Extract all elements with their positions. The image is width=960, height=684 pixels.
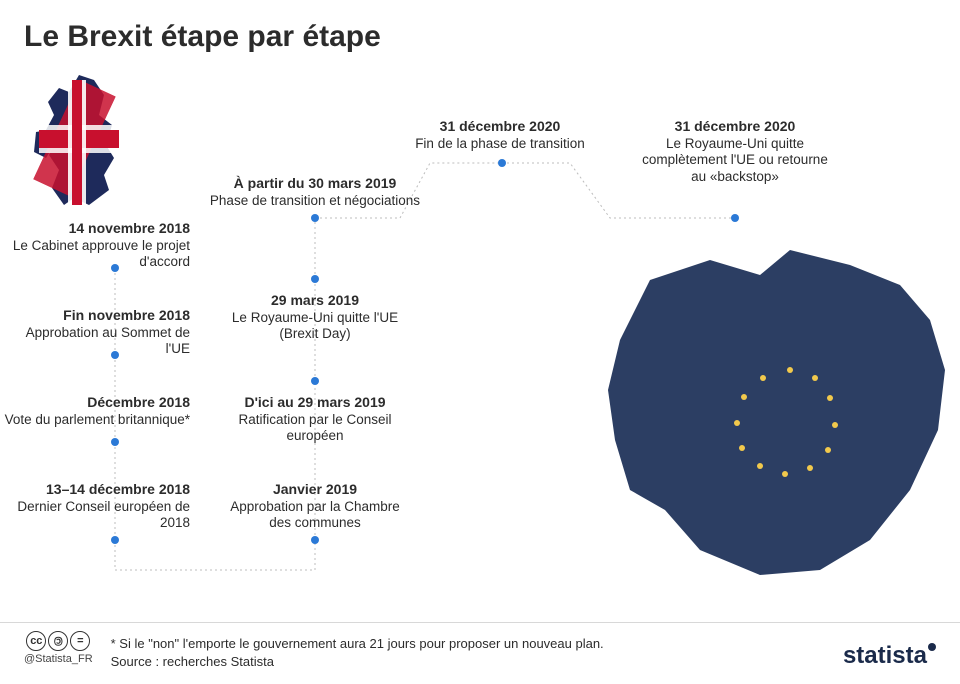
milestone-10: 31 décembre 2020 Le Royaume-Uni quitte c… — [640, 118, 830, 186]
milestone-desc: Le Royaume-Uni quitte complètement l'UE … — [640, 136, 830, 187]
milestone-desc: Fin de la phase de transition — [405, 136, 595, 153]
milestone-date: D'ici au 29 mars 2019 — [220, 394, 410, 412]
milestone-2: Fin novembre 2018 Approbation au Sommet … — [0, 307, 190, 358]
milestone-5: Janvier 2019 Approbation par la Chambre … — [220, 481, 410, 532]
cc-nd-icon: = — [70, 631, 90, 651]
milestone-date: 14 novembre 2018 — [0, 220, 190, 238]
milestone-date: À partir du 30 mars 2019 — [185, 175, 445, 193]
cc-by-icon: 🄯 — [48, 631, 68, 651]
timeline-dot — [498, 159, 506, 167]
eu-map-icon — [590, 230, 960, 600]
page-title: Le Brexit étape par étape — [24, 20, 381, 54]
milestone-date: 29 mars 2019 — [220, 292, 410, 310]
timeline-dot — [111, 438, 119, 446]
milestone-date: Fin novembre 2018 — [0, 307, 190, 325]
timeline-dot — [311, 536, 319, 544]
milestone-desc: Dernier Conseil européen de 2018 — [0, 499, 190, 533]
milestone-desc: Phase de transition et négociations — [185, 193, 445, 210]
timeline-dot — [311, 377, 319, 385]
milestone-date: Décembre 2018 — [0, 394, 190, 412]
statista-dot-icon — [928, 643, 936, 651]
milestone-date: 31 décembre 2020 — [405, 118, 595, 136]
footnote: * Si le "non" l'emporte le gouvernement … — [111, 631, 936, 671]
milestone-9: 31 décembre 2020 Fin de la phase de tran… — [405, 118, 595, 152]
timeline-dot — [311, 275, 319, 283]
milestone-desc: Le Royaume-Uni quitte l'UE (Brexit Day) — [220, 310, 410, 344]
timeline-dot — [111, 264, 119, 272]
timeline-dot — [311, 214, 319, 222]
social-handle: @Statista_FR — [24, 653, 93, 665]
milestone-1: 14 novembre 2018 Le Cabinet approuve le … — [0, 220, 190, 271]
milestone-8: À partir du 30 mars 2019 Phase de transi… — [185, 175, 445, 209]
cc-icon: cc — [26, 631, 46, 651]
milestone-desc: Vote du parlement britannique* — [0, 412, 190, 429]
milestone-6: D'ici au 29 mars 2019 Ratification par l… — [220, 394, 410, 445]
footnote-line1: * Si le "non" l'emporte le gouvernement … — [111, 635, 936, 653]
timeline-dot — [731, 214, 739, 222]
milestone-desc: Le Cabinet approuve le projet d'accord — [0, 238, 190, 272]
timeline-dot — [111, 351, 119, 359]
milestone-date: 13–14 décembre 2018 — [0, 481, 190, 499]
milestone-desc: Approbation par la Chambre des communes — [220, 499, 410, 533]
milestone-3: Décembre 2018 Vote du parlement britanni… — [0, 394, 190, 428]
milestone-desc: Ratification par le Conseil européen — [220, 412, 410, 446]
milestone-4: 13–14 décembre 2018 Dernier Conseil euro… — [0, 481, 190, 532]
milestone-desc: Approbation au Sommet de l'UE — [0, 325, 190, 359]
license-icons: cc 🄯 = @Statista_FR — [24, 631, 93, 665]
milestone-7: 29 mars 2019 Le Royaume-Uni quitte l'UE … — [220, 292, 410, 343]
footer: cc 🄯 = @Statista_FR * Si le "non" l'empo… — [0, 622, 960, 684]
timeline-dot — [111, 536, 119, 544]
milestone-date: 31 décembre 2020 — [640, 118, 830, 136]
uk-map-icon — [24, 70, 134, 210]
statista-logo: statista — [843, 642, 936, 670]
footnote-line2: Source : recherches Statista — [111, 653, 936, 671]
milestone-date: Janvier 2019 — [220, 481, 410, 499]
